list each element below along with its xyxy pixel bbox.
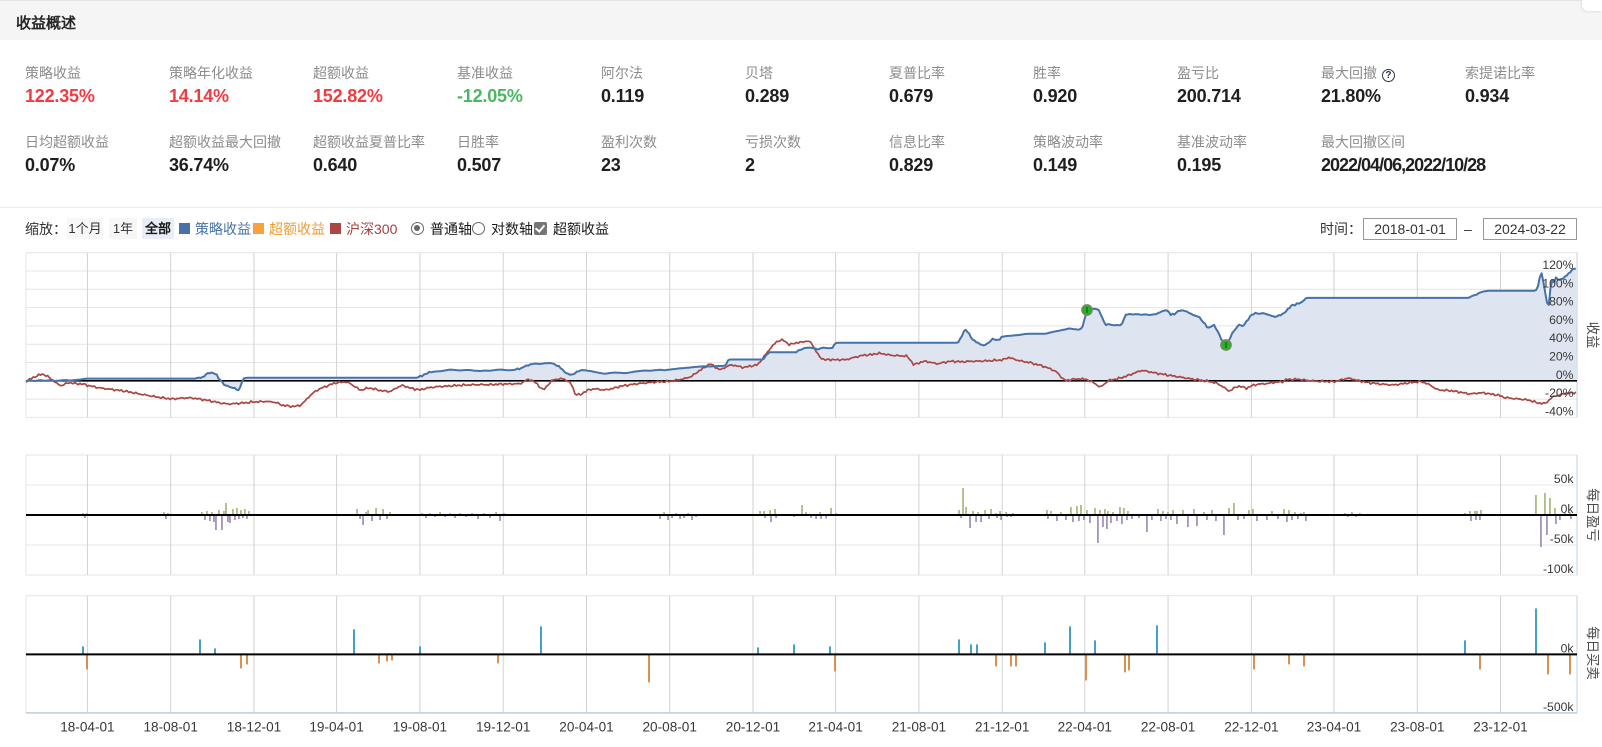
svg-text:0k: 0k xyxy=(1561,641,1575,655)
svg-text:100%: 100% xyxy=(1542,276,1573,290)
svg-text:20-04-01: 20-04-01 xyxy=(559,720,613,735)
svg-text:收益: 收益 xyxy=(1585,322,1600,349)
svg-text:19-08-01: 19-08-01 xyxy=(393,720,447,735)
svg-text:19-04-01: 19-04-01 xyxy=(309,720,363,735)
svg-text:21-08-01: 21-08-01 xyxy=(892,720,946,735)
svg-text:19-12-01: 19-12-01 xyxy=(476,720,530,735)
svg-text:-40%: -40% xyxy=(1545,404,1574,418)
svg-text:22-12-01: 22-12-01 xyxy=(1224,720,1278,735)
svg-text:-100k: -100k xyxy=(1543,562,1574,576)
svg-text:60%: 60% xyxy=(1549,313,1574,327)
svg-text:120%: 120% xyxy=(1542,258,1573,272)
svg-text:22-08-01: 22-08-01 xyxy=(1141,720,1195,735)
svg-text:18-08-01: 18-08-01 xyxy=(143,720,197,735)
svg-text:每日买卖: 每日买卖 xyxy=(1585,626,1600,680)
svg-text:23-08-01: 23-08-01 xyxy=(1390,720,1444,735)
svg-text:0%: 0% xyxy=(1556,368,1574,382)
svg-text:23-04-01: 23-04-01 xyxy=(1307,720,1361,735)
svg-text:-50k: -50k xyxy=(1550,532,1575,546)
svg-text:50k: 50k xyxy=(1554,472,1575,486)
svg-text:80%: 80% xyxy=(1549,295,1574,309)
svg-text:每日盈亏: 每日盈亏 xyxy=(1585,488,1600,542)
svg-text:0k: 0k xyxy=(1561,502,1575,516)
svg-text:18-04-01: 18-04-01 xyxy=(60,720,114,735)
svg-text:40%: 40% xyxy=(1549,331,1574,345)
svg-text:23-12-01: 23-12-01 xyxy=(1473,720,1527,735)
svg-text:22-04-01: 22-04-01 xyxy=(1058,720,1112,735)
svg-text:18-12-01: 18-12-01 xyxy=(227,720,281,735)
svg-text:20-08-01: 20-08-01 xyxy=(642,720,696,735)
svg-text:-500k: -500k xyxy=(1543,700,1574,714)
svg-text:20%: 20% xyxy=(1549,350,1574,364)
svg-text:21-12-01: 21-12-01 xyxy=(975,720,1029,735)
svg-text:-20%: -20% xyxy=(1545,386,1574,400)
svg-text:21-04-01: 21-04-01 xyxy=(808,720,862,735)
svg-text:20-12-01: 20-12-01 xyxy=(726,720,780,735)
